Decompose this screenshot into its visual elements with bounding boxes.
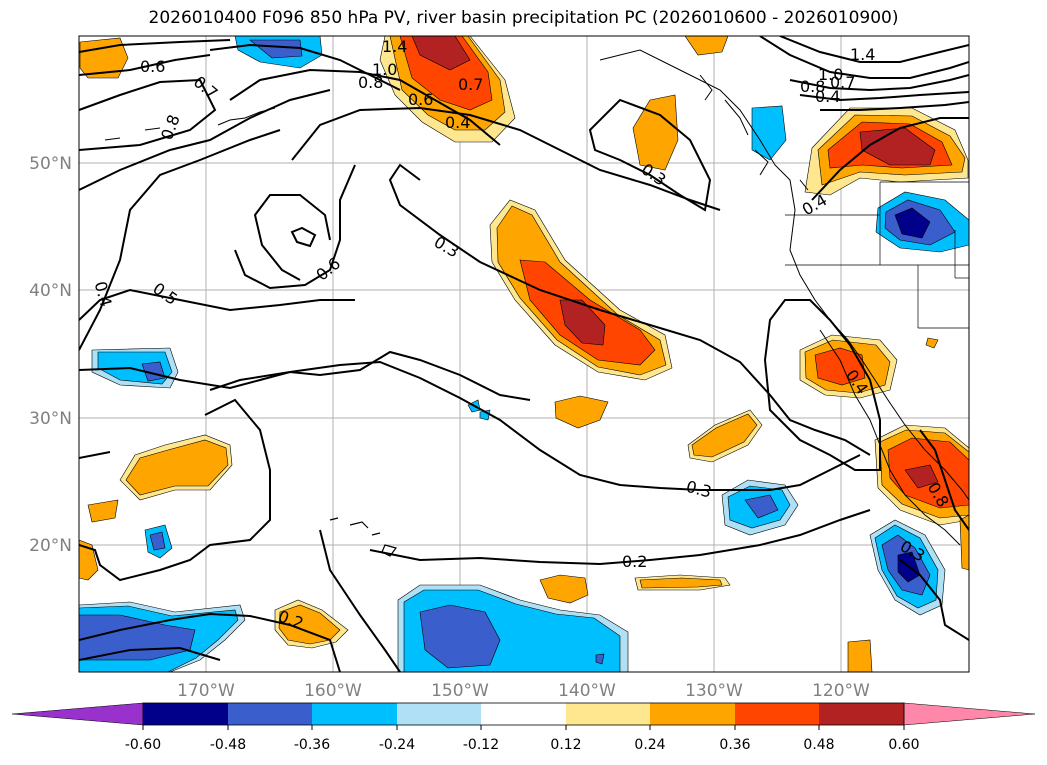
colorbar-bin [228, 703, 312, 725]
anomaly-positive [959, 514, 969, 571]
lat-axis: 50°N 40°N 30°N 20°N [29, 154, 72, 556]
anomaly-positive [559, 299, 606, 346]
contour-label: 0.2 [622, 552, 647, 571]
colorbar-tick-label: 0.12 [550, 737, 581, 753]
lon-label: 140°W [558, 681, 616, 701]
lat-label: 20°N [29, 536, 72, 556]
anomaly-positive [79, 37, 129, 79]
colorbar-tick-label: 0.60 [888, 737, 919, 753]
pv-contours [79, 36, 969, 672]
contour-label: 0.8 [800, 77, 825, 96]
lat-label: 40°N [29, 281, 72, 301]
colorbar-tick-label: -0.36 [294, 737, 330, 753]
colorbar-tick-label: 0.48 [803, 737, 834, 753]
map-panel: 0.6 0.7 0.8 1.4 1.0 0.8 0.6 0.7 0.4 1.4 … [79, 36, 969, 672]
anomaly-negative [419, 604, 501, 669]
colorbar-bin [397, 703, 481, 725]
colorbar-bin [143, 703, 228, 725]
map-title: 2026010400 F096 850 hPa PV, river basin … [148, 8, 899, 28]
hawaii-islands [329, 517, 398, 557]
map-frame [78, 35, 970, 673]
anomaly-positive [539, 574, 589, 604]
anomaly-positive [684, 36, 729, 56]
anomaly-positive [554, 395, 609, 429]
colorbar-tick-label: -0.24 [379, 737, 415, 753]
colorbar-extend-negative [11, 702, 144, 726]
lon-label: 130°W [685, 681, 743, 701]
anomaly-positive [847, 639, 873, 672]
colorbar-bin [481, 703, 566, 725]
contour-label: 1.4 [382, 37, 407, 56]
anomaly-negative [751, 105, 787, 161]
anomaly-positive [632, 94, 679, 171]
colorbar-tick-label: 0.36 [719, 737, 750, 753]
anomaly-positive [904, 464, 939, 489]
anomaly-positive [639, 577, 723, 589]
colorbar-bin [650, 703, 735, 725]
lon-label: 120°W [812, 681, 870, 701]
lon-label: 170°W [177, 681, 235, 701]
lon-label: 160°W [304, 681, 362, 701]
anomaly-positive [79, 539, 99, 581]
colorbar-bin [566, 703, 650, 725]
contour-label: 0.8 [358, 73, 383, 92]
lat-label: 30°N [29, 409, 72, 429]
anomaly-negative [595, 653, 605, 665]
contour-label: 0.6 [408, 90, 433, 109]
anomaly-positive [925, 337, 939, 349]
colorbar-tick-label: -0.48 [210, 737, 246, 753]
contour-label: 0.4 [815, 87, 840, 106]
anomaly-positive [125, 439, 229, 496]
colorbar-ticks [142, 725, 905, 730]
colorbar-extend-positive [903, 702, 1036, 726]
colorbar-tick-label: 0.24 [634, 737, 665, 753]
anomaly-positive [691, 413, 758, 458]
colorbar: -0.60 -0.48 -0.36 -0.24 -0.12 0.12 0.24 … [11, 702, 1036, 753]
lat-label: 50°N [29, 154, 72, 174]
anomaly-negative [249, 39, 303, 59]
contour-label: 0.7 [830, 73, 855, 92]
anomaly-positive [814, 347, 866, 386]
anomaly-negative [141, 361, 166, 382]
anomaly-positive [859, 127, 936, 166]
colorbar-frame [142, 702, 905, 726]
state-borders [785, 181, 969, 329]
precip-shading [79, 36, 969, 672]
colorbar-bin [735, 703, 819, 725]
colorbar-bin [819, 703, 904, 725]
lon-label: 150°W [431, 681, 489, 701]
anomaly-negative [744, 494, 779, 519]
colorbar-tick-label: -0.60 [125, 737, 161, 753]
lon-axis: 170°W 160°W 150°W 140°W 130°W 120°W [177, 681, 870, 701]
contour-label: 0.4 [445, 113, 470, 132]
coastlines [599, 49, 969, 546]
colorbar-tick-label: -0.12 [463, 737, 499, 753]
contour-label: 0.6 [140, 57, 165, 76]
contour-label: 1.4 [850, 45, 875, 64]
contour-label: 0.7 [458, 75, 483, 94]
contour-label: 1.0 [818, 65, 843, 84]
contour-label: 1.0 [372, 60, 397, 79]
anomaly-negative [894, 207, 931, 239]
colorbar-bin [312, 703, 397, 725]
anomaly-positive [87, 499, 119, 523]
anomaly-negative [149, 531, 166, 551]
anomaly-positive [411, 36, 471, 71]
